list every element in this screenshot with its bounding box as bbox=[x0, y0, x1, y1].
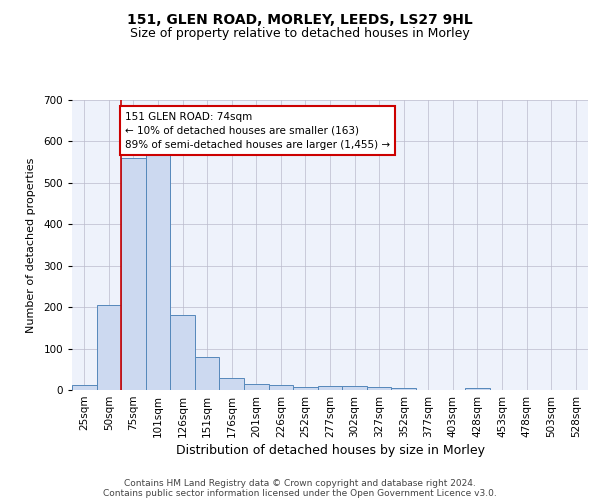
Text: Contains public sector information licensed under the Open Government Licence v3: Contains public sector information licen… bbox=[103, 488, 497, 498]
Bar bbox=[220, 378, 244, 390]
Bar bbox=[465, 388, 490, 390]
Text: Size of property relative to detached houses in Morley: Size of property relative to detached ho… bbox=[130, 28, 470, 40]
Bar bbox=[97, 305, 121, 390]
Bar bbox=[342, 386, 367, 390]
Bar bbox=[244, 384, 269, 390]
Bar bbox=[391, 388, 416, 390]
Text: 151, GLEN ROAD, MORLEY, LEEDS, LS27 9HL: 151, GLEN ROAD, MORLEY, LEEDS, LS27 9HL bbox=[127, 12, 473, 26]
Text: 151 GLEN ROAD: 74sqm
← 10% of detached houses are smaller (163)
89% of semi-deta: 151 GLEN ROAD: 74sqm ← 10% of detached h… bbox=[125, 112, 390, 150]
Bar bbox=[367, 386, 391, 390]
X-axis label: Distribution of detached houses by size in Morley: Distribution of detached houses by size … bbox=[176, 444, 485, 457]
Bar bbox=[318, 386, 342, 390]
Bar bbox=[170, 316, 195, 390]
Bar bbox=[293, 387, 318, 390]
Bar bbox=[72, 384, 97, 390]
Bar bbox=[146, 154, 170, 390]
Text: Contains HM Land Registry data © Crown copyright and database right 2024.: Contains HM Land Registry data © Crown c… bbox=[124, 478, 476, 488]
Y-axis label: Number of detached properties: Number of detached properties bbox=[26, 158, 37, 332]
Bar bbox=[121, 158, 146, 390]
Bar bbox=[195, 357, 220, 390]
Bar bbox=[269, 384, 293, 390]
